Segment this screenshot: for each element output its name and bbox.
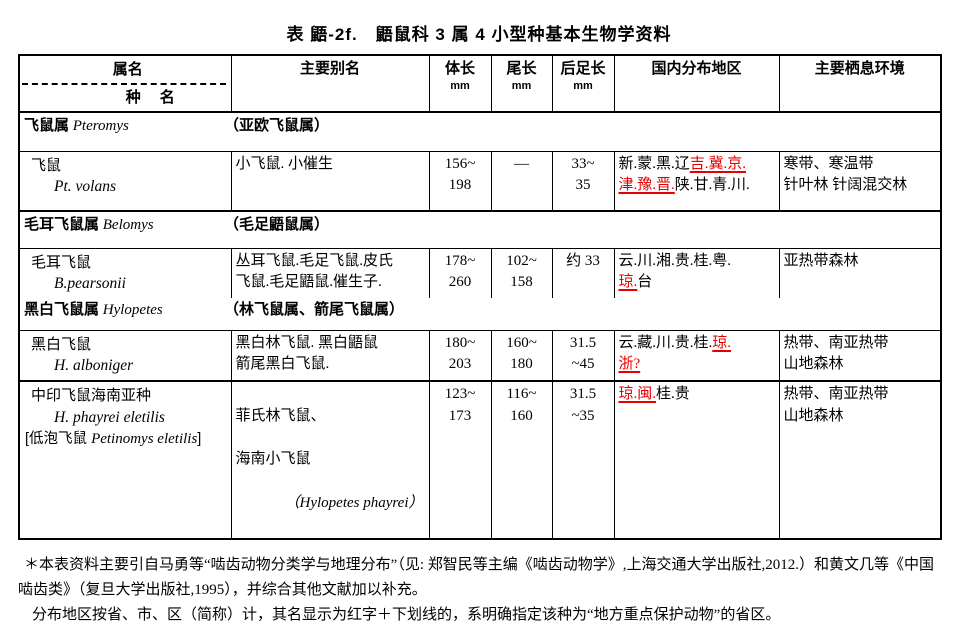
- genus-name: 飞鼠属: [24, 116, 70, 134]
- species-name-cell: 毛耳飞鼠 B.pearsonii: [18, 247, 232, 298]
- tail-length-cell: —: [490, 150, 553, 212]
- header-distribution: 国内分布地区: [613, 54, 780, 113]
- header-hindfoot-unit: mm: [573, 79, 593, 92]
- header-habitat: 主要栖息环境: [778, 54, 942, 113]
- footnotes: ＊本表资料主要引自马勇等“啮齿动物分类学与地理分布”（见: 郑智民等主编《啮齿动…: [18, 553, 942, 628]
- genus-latin: Pteromys: [72, 117, 129, 134]
- header-body-unit: mm: [450, 79, 470, 92]
- header-tail-unit: mm: [511, 79, 532, 92]
- hindfoot-length-cell: 31.5 ~35: [551, 380, 615, 540]
- habitat-cell: 亚热带森林: [778, 247, 942, 298]
- habitat-cell: 寒带、寒温带 针叶林 针阔混交林: [778, 150, 942, 212]
- hindfoot-length-cell: 33~ 35: [551, 150, 615, 212]
- genus-row-pteromys: 飞鼠属 Pteromys （亚欧飞鼠属）: [18, 111, 942, 152]
- genus-cell-pteromys: 飞鼠属 Pteromys （亚欧飞鼠属）: [18, 111, 942, 152]
- province-text: 云.川.湘.贵.桂.粤.: [618, 252, 732, 269]
- alias-cell: 小飞鼠. 小催生: [230, 150, 430, 212]
- genus-latin: Belomys: [102, 216, 154, 233]
- distribution-cell: 云.藏.川.贵.桂.琼. 浙?: [613, 329, 780, 382]
- genus-row-belomys: 毛耳飞鼠属 Belomys （毛足鼯鼠属）: [18, 210, 942, 249]
- species-name: 中印飞鼠海南亚种: [31, 386, 152, 404]
- alias-cell: 丛耳飞鼠.毛足飞鼠.皮氏 飞鼠.毛足鼯鼠.催生子.: [230, 247, 430, 298]
- species-name: 黑白飞鼠: [31, 335, 92, 353]
- distribution-cell: 琼.闽.桂.贵: [613, 380, 780, 540]
- footnote-legend: 分布地区按省、市、区（简称）计，其名显示为红字＋下划线的，系明确指定该种为“地方…: [32, 607, 781, 624]
- genus-note: （林飞鼠属、箭尾飞鼠属）: [224, 300, 405, 318]
- protected-province: 浙?: [618, 356, 641, 373]
- protected-province: 吉.冀.京.: [689, 155, 747, 172]
- header-alias: 主要别名: [230, 54, 430, 113]
- genus-note: （毛足鼯鼠属）: [224, 215, 330, 233]
- species-name-cell: 黑白飞鼠 H. alboniger: [18, 329, 232, 382]
- protected-province: 琼.闽.: [618, 385, 657, 402]
- body-length-cell: 156~ 198: [428, 150, 492, 212]
- footnote-source: ＊本表资料主要引自马勇等“啮齿动物分类学与地理分布”（见: 郑智民等主编《啮齿动…: [18, 557, 934, 599]
- species-name: 毛耳飞鼠: [31, 253, 92, 271]
- genus-latin: Hylopetes: [102, 301, 163, 318]
- genus-note: （亚欧飞鼠属）: [224, 116, 330, 134]
- body-length-cell: 178~ 260: [428, 247, 492, 298]
- species-latin: B.pearsonii: [54, 275, 126, 293]
- province-text: 云.藏.川.贵.桂.: [618, 334, 713, 351]
- hindfoot-length-cell: 31.5 ~45: [551, 329, 615, 382]
- distribution-cell: 云.川.湘.贵.桂.粤. 琼.台: [613, 247, 780, 298]
- province-text: 陕.甘.青.川.: [674, 177, 750, 194]
- header-species-label: 种 名: [125, 88, 177, 106]
- header-hindfoot-label: 后足长: [560, 60, 606, 77]
- habitat-cell: 热带、南亚热带 山地森林: [778, 329, 942, 382]
- species-name: 飞鼠: [31, 156, 62, 174]
- species-row-h-phayrei-eletilis: 中印飞鼠海南亚种 H. phayrei eletilis [低泡飞鼠 Petin…: [18, 380, 942, 540]
- species-name-cell: 中印飞鼠海南亚种 H. phayrei eletilis [低泡飞鼠 Petin…: [18, 380, 232, 540]
- body-length-cell: 180~ 203: [428, 329, 492, 382]
- distribution-cell: 新.蒙.黑.辽吉.冀.京. 津.豫.晋.陕.甘.青.川.: [613, 150, 780, 212]
- table-header-row: 属名 种 名 主要别名 体长 mm 尾长 mm 后足长 mm 国内分布地区 主要栖息环…: [18, 54, 942, 113]
- alias-cell: 菲氏林飞鼠、 海南小飞鼠 （Hylopetes phayrei）: [230, 380, 430, 540]
- header-tail-length: 尾长 mm: [490, 54, 553, 113]
- genus-name: 毛耳飞鼠属: [24, 215, 100, 233]
- header-genus-label: 属名: [22, 58, 226, 85]
- species-table: 属名 种 名 主要别名 体长 mm 尾长 mm 后足长 mm 国内分布地区 主要栖息环…: [18, 54, 942, 541]
- alias-latin: （Hylopetes phayrei）: [284, 494, 424, 511]
- protected-province: 琼.: [712, 334, 732, 351]
- species-row-pt-volans: 飞鼠 Pt. volans 小飞鼠. 小催生 156~ 198 — 33~ 35…: [18, 150, 942, 212]
- genus-name: 黑白飞鼠属: [24, 300, 100, 318]
- genus-cell-belomys: 毛耳飞鼠属 Belomys （毛足鼯鼠属）: [18, 210, 942, 249]
- synonym-latin: Petinomys eletilis: [91, 431, 198, 448]
- tail-length-cell: 102~ 158: [490, 247, 553, 298]
- header-hindfoot-length: 后足长 mm: [551, 54, 615, 113]
- species-row-b-pearsonii: 毛耳飞鼠 B.pearsonii 丛耳飞鼠.毛足飞鼠.皮氏 飞鼠.毛足鼯鼠.催生…: [18, 247, 942, 298]
- alias-line-1: 菲氏林飞鼠、: [235, 407, 326, 424]
- province-text: 桂.贵: [656, 385, 690, 402]
- body-length-cell: 123~ 173: [428, 380, 492, 540]
- page-title: 表 鼯-2f. 鼯鼠科 3 属 4 小型种基本生物学资料: [286, 25, 672, 44]
- header-body-length: 体长 mm: [428, 54, 492, 113]
- header-tail-label: 尾长: [506, 60, 537, 77]
- species-row-h-alboniger: 黑白飞鼠 H. alboniger 黑白林飞鼠. 黑白鼯鼠 箭尾黑白飞鼠. 18…: [18, 329, 942, 382]
- species-synonym: [低泡飞鼠 Petinomys eletilis]: [24, 429, 227, 451]
- protected-province: 津.豫.晋.: [618, 177, 675, 194]
- species-name-cell: 飞鼠 Pt. volans: [18, 150, 232, 212]
- habitat-cell: 热带、南亚热带 山地森林: [778, 380, 942, 540]
- province-text: 新.蒙.黑.辽: [618, 155, 690, 172]
- alias-line-2: 海南小飞鼠: [235, 451, 311, 468]
- genus-cell-hylopetes: 黑白飞鼠属 Hylopetes （林飞鼠属、箭尾飞鼠属）: [18, 297, 942, 331]
- species-latin: Pt. volans: [54, 178, 116, 196]
- synonym-prefix: [低泡飞鼠: [25, 431, 92, 448]
- province-text: 台: [637, 274, 653, 291]
- species-latin: H. phayrei eletilis: [54, 408, 165, 426]
- hindfoot-length-cell: 约 33: [551, 247, 615, 298]
- genus-row-hylopetes: 黑白飞鼠属 Hylopetes （林飞鼠属、箭尾飞鼠属）: [18, 297, 942, 331]
- header-genus-species: 属名 种 名: [18, 54, 232, 113]
- protected-province: 琼.: [618, 274, 638, 291]
- header-body-label: 体长: [444, 60, 475, 77]
- synonym-suffix: ]: [197, 431, 202, 448]
- tail-length-cell: 160~ 180: [490, 329, 553, 382]
- tail-length-cell: 116~ 160: [490, 380, 553, 540]
- species-latin: H. alboniger: [54, 357, 134, 375]
- alias-cell: 黑白林飞鼠. 黑白鼯鼠 箭尾黑白飞鼠.: [230, 329, 430, 382]
